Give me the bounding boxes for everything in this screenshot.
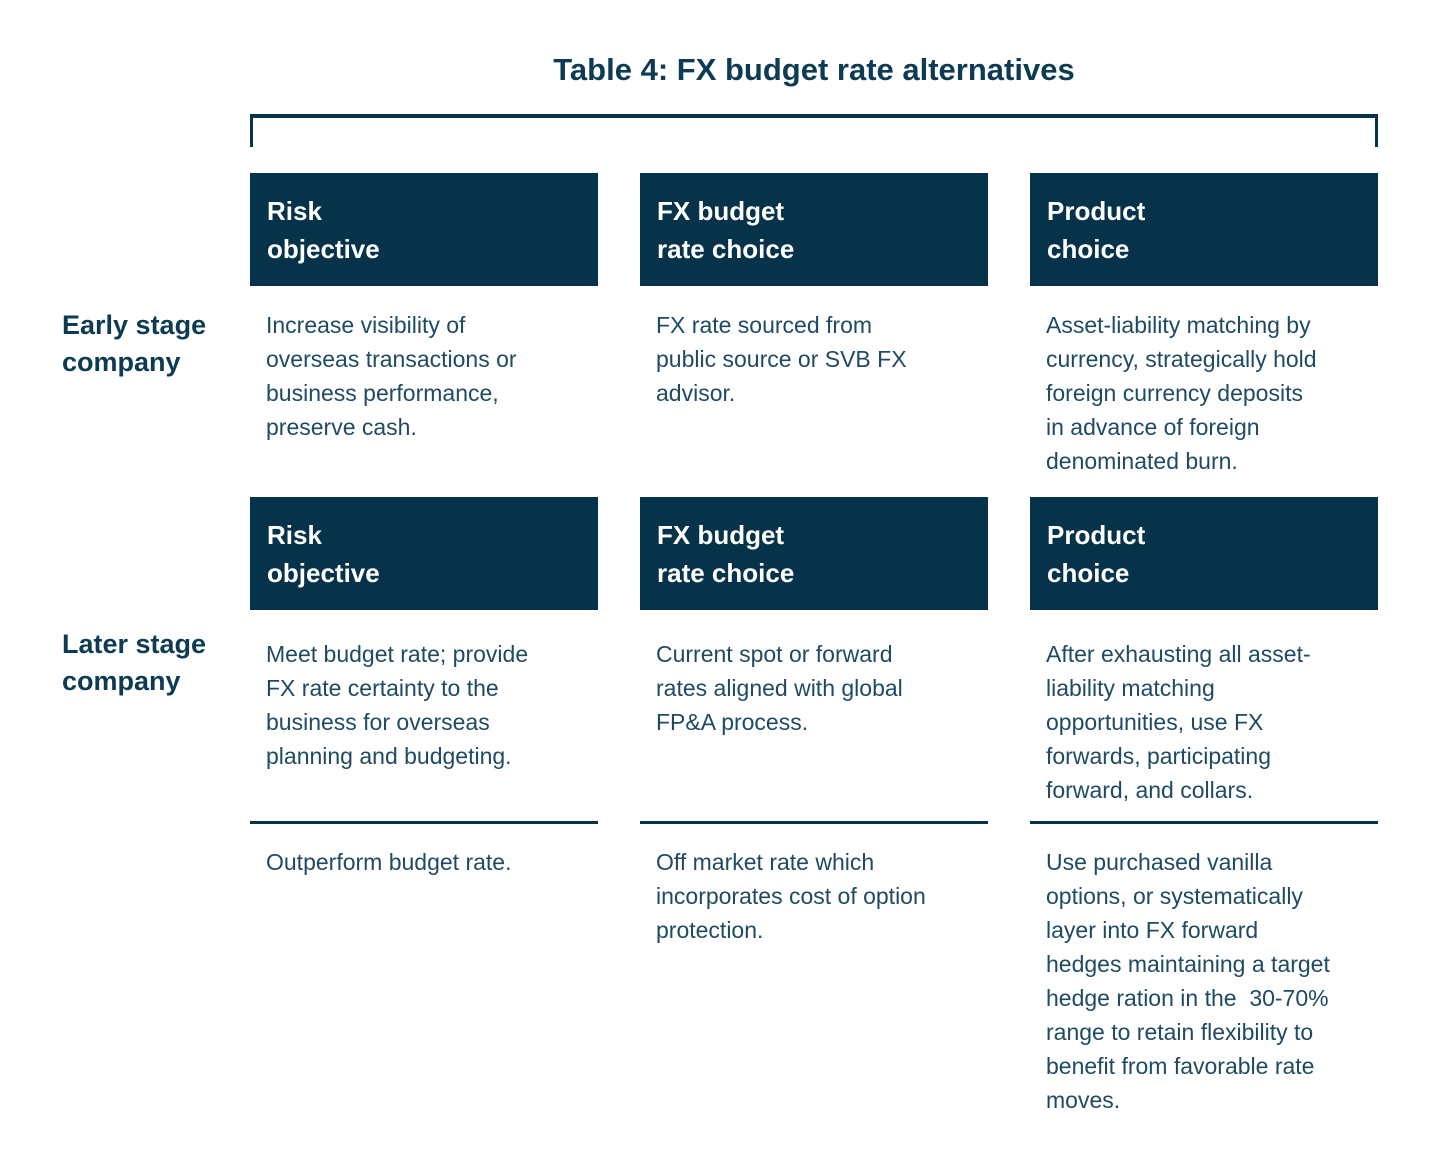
- cell-later-fx-budget-rate-choice: Current spot or forward rates aligned wi…: [656, 641, 903, 735]
- header-cell-label: FX budget rate choice: [657, 195, 795, 264]
- divider-rule-fx-budget: [640, 821, 988, 824]
- cell-later-product-choice-secondary: Use purchased vanilla options, or system…: [1046, 849, 1330, 1113]
- cell-later-risk-objective: Meet budget rate; provide FX rate certai…: [266, 641, 529, 769]
- divider-rule-product: [1030, 821, 1378, 824]
- cell-later-product-choice: After exhausting all asset- liability ma…: [1046, 641, 1311, 803]
- divider-row: [250, 821, 1378, 824]
- body-row-later-stage-primary: Meet budget rate; provide FX rate certai…: [250, 637, 1378, 807]
- header-cell-label: FX budget rate choice: [657, 519, 795, 588]
- header-cell-label: Risk objective: [267, 195, 380, 264]
- cell-early-product-choice: Asset-liability matching by currency, st…: [1046, 312, 1317, 474]
- table-title: Table 4: FX budget rate alternatives: [553, 52, 1075, 87]
- header-cell-risk-objective: Risk objective: [250, 173, 598, 286]
- body-row-later-stage-secondary: Outperform budget rate. Off market rate …: [250, 845, 1378, 1117]
- header-cell-label: Risk objective: [267, 519, 380, 588]
- header-cell-product-choice: Product choice: [1030, 173, 1378, 286]
- cell-later-risk-objective-secondary: Outperform budget rate.: [266, 849, 512, 875]
- header-cell-label: Product choice: [1047, 519, 1146, 588]
- header-cell-risk-objective: Risk objective: [250, 497, 598, 610]
- cell-early-fx-budget-rate-choice: FX rate sourced from public source or SV…: [656, 312, 907, 406]
- header-cell-fx-budget-rate-choice: FX budget rate choice: [640, 497, 988, 610]
- cell-later-fx-budget-rate-choice-secondary: Off market rate which incorporates cost …: [656, 849, 926, 943]
- header-row-later-stage: Risk objective FX budget rate choice Pro…: [250, 497, 1378, 610]
- body-row-early-stage: Increase visibility of overseas transact…: [250, 308, 1378, 478]
- cell-early-risk-objective: Increase visibility of overseas transact…: [266, 312, 517, 440]
- header-cell-label: Product choice: [1047, 195, 1146, 264]
- row-label-later-stage-company: Later stage company: [62, 629, 207, 696]
- row-label-early-stage-company: Early stage company: [62, 310, 207, 377]
- header-row-early-stage: Risk objective FX budget rate choice Pro…: [250, 173, 1378, 286]
- header-cell-product-choice: Product choice: [1030, 497, 1378, 610]
- header-cell-fx-budget-rate-choice: FX budget rate choice: [640, 173, 988, 286]
- divider-rule-risk: [250, 821, 598, 824]
- top-bracket-rule: [250, 114, 1378, 147]
